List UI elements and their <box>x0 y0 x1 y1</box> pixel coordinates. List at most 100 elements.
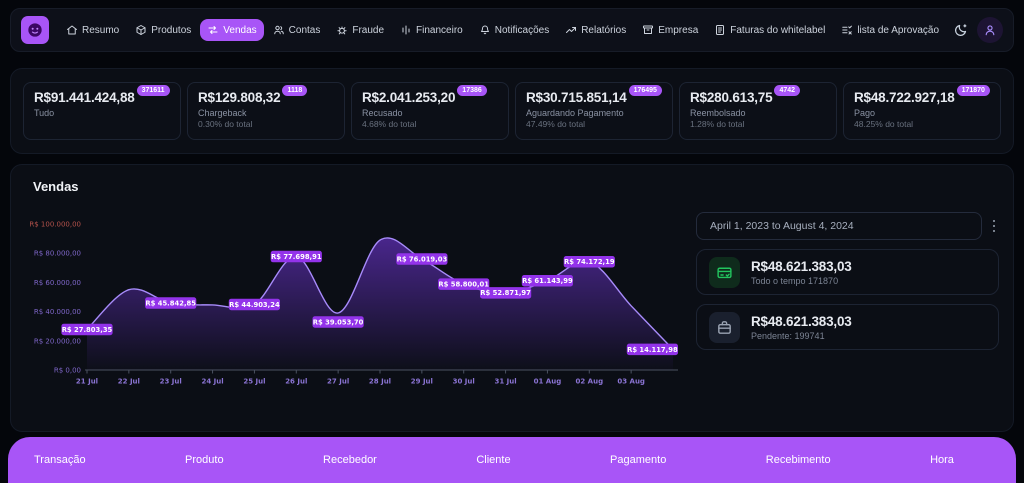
nav-item-lista-de-aprova-o[interactable]: lista de Aprovação <box>834 19 946 41</box>
date-range-input[interactable]: April 1, 2023 to August 4, 2024 <box>696 212 982 240</box>
nav-item-label: Financeiro <box>416 24 463 36</box>
table-header-cliente[interactable]: Cliente <box>476 454 511 466</box>
bug-icon <box>336 24 348 36</box>
approval-list-icon <box>841 24 853 36</box>
table-header-produto[interactable]: Produto <box>185 454 224 466</box>
theme-toggle-moon-icon[interactable] <box>953 23 968 38</box>
stat-card-reembolsado[interactable]: R$280.613,75 4742 Reembolsado 1.28% do tota… <box>679 82 837 140</box>
stat-percent-of-total: 4.68% do total <box>362 119 417 129</box>
svg-text:R$ 14.117,98: R$ 14.117,98 <box>627 346 678 354</box>
svg-text:21 Jul: 21 Jul <box>76 378 98 386</box>
stat-value: R$30.715.851,14 <box>526 90 627 105</box>
svg-text:01 Aug: 01 Aug <box>534 378 562 386</box>
stat-value: R$48.722.927,18 <box>854 90 955 105</box>
svg-text:R$ 20.000,00: R$ 20.000,00 <box>34 337 81 345</box>
nav-item-label: lista de Aprovação <box>857 24 940 36</box>
table-header-hora[interactable]: Hora <box>930 454 954 466</box>
svg-text:R$ 77.698,91: R$ 77.698,91 <box>271 253 322 261</box>
stat-percent-of-total: 48.25% do total <box>854 119 914 129</box>
stat-card-recusado[interactable]: R$2.041.253,20 17386 Recusado 4.68% do tota… <box>351 82 509 140</box>
nav-item-label: Vendas <box>223 24 257 36</box>
nav-item-label: Relatórios <box>581 24 627 36</box>
svg-text:R$ 76.019,03: R$ 76.019,03 <box>397 255 448 263</box>
svg-text:R$ 61.143,99: R$ 61.143,99 <box>522 277 573 285</box>
chart-point-label: R$ 76.019,03 <box>396 253 448 265</box>
stat-percent-of-total: 1.28% do total <box>690 119 745 129</box>
date-range-value: April 1, 2023 to August 4, 2024 <box>710 220 854 232</box>
chart-point-label: R$ 45.842,85 <box>145 297 197 309</box>
chart-point-label: R$ 44.903,24 <box>228 298 280 311</box>
table-header-transa-o[interactable]: Transação <box>34 454 86 466</box>
svg-text:24 Jul: 24 Jul <box>201 378 223 386</box>
nav-item-relat-rios[interactable]: Relatórios <box>558 19 633 41</box>
table-header-recebedor[interactable]: Recebedor <box>323 454 377 466</box>
nav-item-financeiro[interactable]: Financeiro <box>393 19 470 41</box>
svg-text:26 Jul: 26 Jul <box>285 378 307 386</box>
svg-text:23 Jul: 23 Jul <box>160 378 182 386</box>
nav-item-fraude[interactable]: Fraude <box>329 19 391 41</box>
sales-title: Vendas <box>33 179 79 194</box>
nav-item-label: Contas <box>288 24 321 36</box>
stat-label: Pago <box>854 108 876 118</box>
stat-card-chargeback[interactable]: R$129.808,32 1118 Chargeback 0.30% do total <box>187 82 345 140</box>
nav-items: Resumo Produtos Vendas Contas Fraude Financei… <box>59 19 946 41</box>
chart-point-label: R$ 77.698,91 <box>270 250 322 263</box>
svg-text:R$ 52.871,97: R$ 52.871,97 <box>480 289 531 297</box>
chart-point-label: R$ 52.871,97 <box>480 287 532 299</box>
chart-point-label: R$ 74.172,19 <box>563 256 615 268</box>
nav-item-faturas-do-whitelabel[interactable]: Faturas do whitelabel <box>707 19 832 41</box>
svg-text:R$ 0,00: R$ 0,00 <box>54 367 81 375</box>
summary-value: R$48.621.383,03 <box>751 258 852 274</box>
chart-point-label: R$ 58.800,01 <box>438 278 490 290</box>
nav-item-contas[interactable]: Contas <box>266 19 328 41</box>
table-header-pagamento[interactable]: Pagamento <box>610 454 667 466</box>
svg-text:03 Aug: 03 Aug <box>617 378 645 386</box>
bell-icon <box>479 24 491 36</box>
summary-card-all-time[interactable]: R$48.621.383,03 Todo o tempo 171870 <box>696 249 999 295</box>
kebab-menu-icon[interactable] <box>989 216 1000 237</box>
svg-text:R$ 60.000,00: R$ 60.000,00 <box>34 279 81 287</box>
stat-count-badge: 371611 <box>136 85 170 96</box>
svg-text:31 Jul: 31 Jul <box>494 378 516 386</box>
stat-value: R$2.041.253,20 <box>362 90 456 105</box>
stat-label: Aguardando Pagamento <box>526 108 624 118</box>
stat-percent-of-total: 0.30% do total <box>198 119 253 129</box>
nav-item-resumo[interactable]: Resumo <box>59 19 126 41</box>
stat-card-tudo[interactable]: R$91.441.424,88 371611 Tudo <box>23 82 181 140</box>
smiley-logo-icon <box>28 23 42 37</box>
svg-text:R$ 45.842,85: R$ 45.842,85 <box>145 300 196 308</box>
stat-count-badge: 171870 <box>956 85 990 96</box>
stat-value: R$280.613,75 <box>690 90 773 105</box>
chart-point-label: R$ 27.803,35 <box>61 323 113 336</box>
stat-card-pago[interactable]: R$48.722.927,18 171870 Pago 48.25% do total <box>843 82 1001 140</box>
invoice-icon <box>714 24 726 36</box>
chart-bars-icon <box>400 24 412 36</box>
nav-item-label: Notificações <box>494 24 550 36</box>
app-logo[interactable] <box>21 16 49 44</box>
user-avatar[interactable] <box>977 17 1003 43</box>
svg-text:R$ 100.000,00: R$ 100.000,00 <box>29 221 81 229</box>
trend-line-icon <box>565 24 577 36</box>
summary-card-pending[interactable]: R$48.621.383,03 Pendente: 199741 <box>696 304 999 350</box>
nav-item-label: Resumo <box>82 24 120 36</box>
nav-item-label: Empresa <box>658 24 699 36</box>
nav-item-empresa[interactable]: Empresa <box>635 19 705 41</box>
svg-text:22 Jul: 22 Jul <box>118 378 140 386</box>
stat-value: R$129.808,32 <box>198 90 281 105</box>
svg-text:30 Jul: 30 Jul <box>453 378 475 386</box>
swap-arrows-icon <box>207 24 219 36</box>
summary-sub: Pendente: 199741 <box>751 330 825 341</box>
stat-card-aguardando-pagamento[interactable]: R$30.715.851,14 176495 Aguardando Pagament… <box>515 82 673 140</box>
sales-area-chart[interactable]: R$ 0,00 R$ 20.000,00 R$ 40.000,00 R$ 60.000… <box>25 208 680 400</box>
stat-count-badge: 1118 <box>282 85 308 96</box>
nav-item-vendas[interactable]: Vendas <box>200 19 264 41</box>
stat-percent-of-total: 47.49% do total <box>526 119 586 129</box>
nav-item-produtos[interactable]: Produtos <box>128 19 198 41</box>
table-header-recebimento[interactable]: Recebimento <box>765 454 831 466</box>
nav-item-notifica-es[interactable]: Notificações <box>472 19 556 41</box>
stat-count-badge: 4742 <box>774 85 801 96</box>
svg-text:R$ 58.800,01: R$ 58.800,01 <box>438 281 489 289</box>
summary-value: R$48.621.383,03 <box>751 313 852 329</box>
sales-side-panel: April 1, 2023 to August 4, 2024 R$48.621… <box>696 208 999 400</box>
svg-text:27 Jul: 27 Jul <box>327 378 349 386</box>
